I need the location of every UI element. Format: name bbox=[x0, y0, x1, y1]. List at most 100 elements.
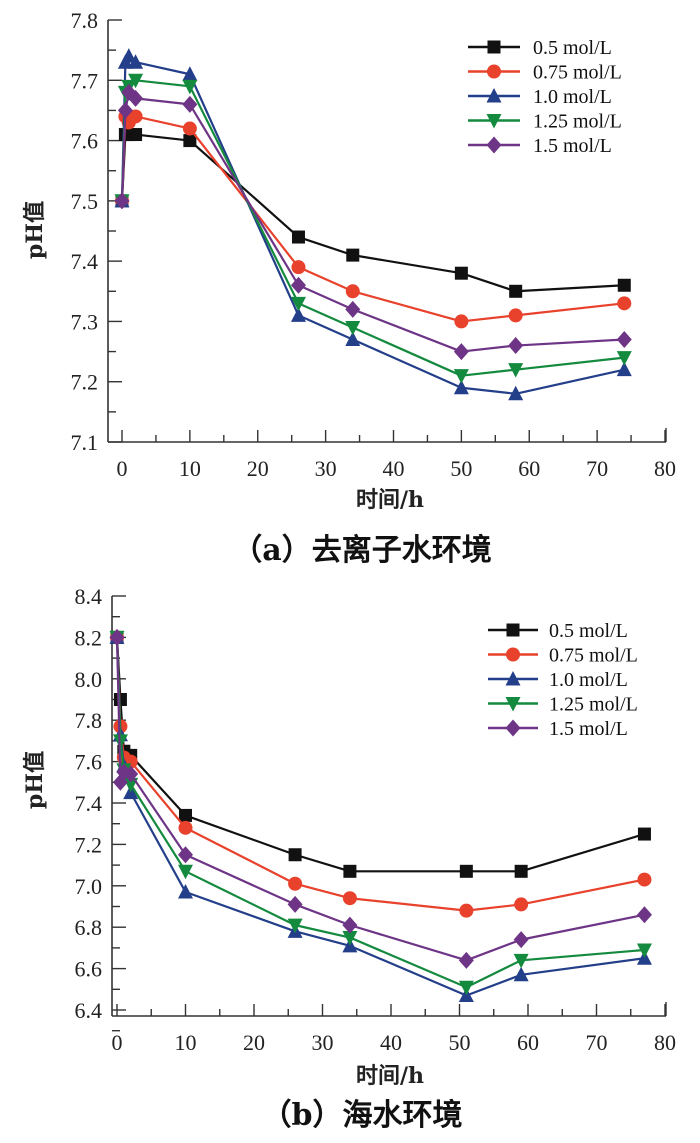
y-tick-label: 7.7 bbox=[71, 68, 99, 93]
data-point bbox=[128, 89, 144, 107]
data-point bbox=[453, 379, 469, 395]
series-group bbox=[109, 628, 652, 1003]
y-tick-label: 7.2 bbox=[71, 370, 99, 395]
data-point bbox=[514, 897, 529, 912]
data-point bbox=[114, 192, 130, 210]
x-tick-label: 0 bbox=[112, 1030, 123, 1055]
legend-label: 0.5 mol/L bbox=[533, 37, 612, 59]
data-point bbox=[617, 278, 631, 292]
data-point bbox=[508, 363, 524, 378]
legend: 0.5 mol/L 0.75 mol/L1.0 mol/L 1.25 mol/L1.… bbox=[468, 37, 622, 157]
legend-item: 0.5 mol/L bbox=[488, 620, 628, 642]
data-point bbox=[183, 134, 197, 148]
legend-item: 0.5 mol/L bbox=[468, 37, 612, 59]
data-point bbox=[116, 763, 132, 781]
data-point bbox=[342, 916, 358, 934]
y-axis-label: pH值 bbox=[22, 201, 48, 259]
legend-item: 0.75 mol/L bbox=[468, 62, 622, 84]
series-0-5-mol-L bbox=[110, 630, 651, 878]
legend-label: 1.5 mol/L bbox=[549, 718, 628, 740]
data-point bbox=[178, 864, 193, 880]
legend-item: 1.5 mol/L bbox=[468, 135, 612, 157]
data-point bbox=[128, 109, 143, 124]
data-point bbox=[453, 343, 469, 361]
data-point bbox=[288, 876, 303, 891]
x-tick-label: 60 bbox=[517, 1030, 539, 1055]
y-tick-label: 8.2 bbox=[75, 625, 103, 650]
series-line bbox=[115, 637, 645, 989]
data-point bbox=[182, 95, 198, 113]
legend-marker bbox=[487, 64, 501, 79]
data-point bbox=[513, 931, 529, 949]
series-line bbox=[115, 637, 645, 997]
data-point bbox=[291, 230, 305, 244]
data-point bbox=[123, 765, 139, 783]
data-point bbox=[636, 906, 652, 924]
data-point bbox=[346, 248, 360, 262]
data-point bbox=[178, 884, 193, 899]
data-point bbox=[454, 314, 469, 329]
y-tick-label: 7.0 bbox=[75, 874, 103, 899]
legend: 0.5 mol/L 0.75 mol/L1.0 mol/L 1.25 mol/L1.… bbox=[488, 620, 638, 740]
data-point bbox=[290, 307, 306, 322]
legend-marker bbox=[506, 647, 520, 662]
legend-marker bbox=[486, 136, 502, 154]
data-point bbox=[287, 918, 303, 934]
data-point bbox=[288, 848, 302, 862]
x-tick-label: 0 bbox=[117, 456, 128, 481]
x-tick-label: 60 bbox=[518, 456, 540, 481]
series-1-25-mol-L bbox=[109, 630, 652, 996]
data-point bbox=[345, 284, 360, 299]
data-point bbox=[458, 951, 474, 969]
series-1-5-mol-L bbox=[109, 628, 652, 969]
legend-label: 0.75 mol/L bbox=[533, 62, 622, 84]
data-point bbox=[290, 296, 306, 312]
legend-item: 0.75 mol/L bbox=[488, 645, 638, 667]
y-tick-label: 7.6 bbox=[71, 129, 99, 154]
data-point bbox=[453, 369, 469, 384]
data-point bbox=[128, 54, 144, 69]
legend-item: 1.0 mol/L bbox=[468, 86, 612, 108]
x-axis-label: 时间/h bbox=[356, 487, 424, 513]
y-tick-label: 8.4 bbox=[75, 584, 103, 609]
data-point bbox=[513, 953, 529, 969]
data-point bbox=[178, 820, 193, 835]
y-tick-labels: 6.4 6.6 6.8 7.0 7.2 7.4 7.6 7.8 8.0 8.2 8.4 bbox=[75, 584, 103, 1023]
data-point bbox=[117, 101, 133, 119]
data-point bbox=[182, 66, 198, 81]
chart-deionized-water: 7.1 7.2 7.3 7.4 7.5 7.6 7.7 7.8 0 10 20 30 40 50 60 70… bbox=[22, 8, 676, 568]
data-point bbox=[616, 331, 632, 349]
y-tick-label: 7.5 bbox=[71, 189, 99, 214]
x-tick-labels: 0 10 20 30 40 50 60 70 80 bbox=[117, 456, 677, 481]
legend-marker bbox=[486, 114, 502, 129]
y-axis-label: pH值 bbox=[22, 751, 48, 809]
data-point bbox=[342, 891, 357, 906]
data-point bbox=[637, 827, 651, 841]
data-point bbox=[182, 79, 198, 95]
x-tick-label: 50 bbox=[450, 456, 472, 481]
x-tick-labels: 0 10 20 30 40 50 60 70 80 bbox=[112, 1030, 677, 1055]
series-group bbox=[114, 48, 632, 401]
data-point bbox=[616, 361, 632, 377]
y-tick-label: 7.3 bbox=[71, 309, 99, 334]
legend-item: 1.25 mol/L bbox=[488, 694, 638, 716]
x-tick-label: 70 bbox=[586, 1030, 608, 1055]
chart-caption: （b）海水环境 bbox=[262, 1098, 463, 1133]
legend-marker bbox=[506, 623, 520, 637]
legend-item: 1.0 mol/L bbox=[488, 669, 628, 691]
chart-seawater: 6.4 6.6 6.8 7.0 7.2 7.4 7.6 7.8 8.0 8.2 8.4 0 10 20 3… bbox=[22, 584, 676, 1133]
legend-marker bbox=[486, 88, 502, 103]
y-tick-label: 7.4 bbox=[75, 791, 103, 816]
x-tick-label: 20 bbox=[243, 1030, 265, 1055]
x-tick-label: 40 bbox=[383, 456, 405, 481]
data-point bbox=[129, 128, 143, 142]
legend-marker bbox=[487, 40, 501, 54]
legend-label: 1.0 mol/L bbox=[533, 86, 612, 108]
x-tick-label: 40 bbox=[380, 1030, 402, 1055]
data-point bbox=[128, 73, 144, 89]
y-tick-label: 7.1 bbox=[71, 430, 99, 455]
x-tick-label: 10 bbox=[175, 1030, 197, 1055]
y-tick-label: 8.0 bbox=[75, 667, 103, 692]
data-point bbox=[345, 320, 361, 336]
